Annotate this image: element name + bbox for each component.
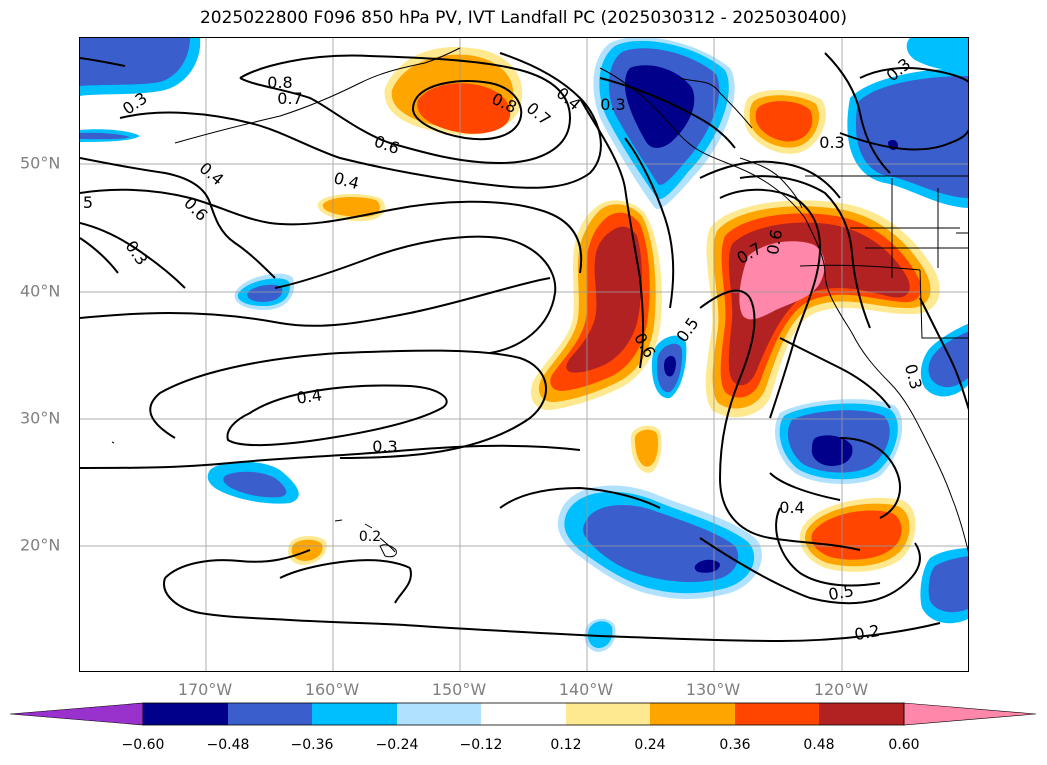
colorbar-tick-label: 0.24 [634, 737, 666, 753]
lon-tick-label: 120°W [813, 680, 869, 699]
colorbar-extend-low [10, 702, 144, 726]
colorbar-tick-label: 0.12 [550, 737, 582, 753]
positive-anomaly-region [811, 510, 902, 560]
contour-label: 0.2 [853, 621, 881, 644]
colorbar [10, 702, 1037, 726]
lat-tick-label: 50°N [20, 153, 61, 173]
graticule [80, 38, 968, 671]
contour-label: 0.4 [295, 385, 323, 407]
colorbar-tick-label: −0.48 [206, 737, 250, 753]
lat-tick-label: 20°N [20, 535, 61, 555]
lat-tick-label: 40°N [20, 281, 61, 301]
negative-anomaly-region [587, 621, 613, 648]
negative-anomaly-region [247, 284, 283, 302]
negative-anomaly-region [80, 38, 190, 86]
lon-tick-label: 150°W [431, 680, 487, 699]
positive-shading [288, 47, 940, 572]
colorbar-outline [142, 702, 905, 726]
map-title: 2025022800 F096 850 hPa PV, IVT Landfall… [199, 8, 847, 28]
lon-tick-label: 160°W [304, 680, 360, 699]
colorbar-segment [650, 703, 735, 725]
negative-shading [80, 38, 968, 652]
pv-contours [80, 52, 968, 643]
colorbar-segment [481, 703, 566, 725]
negative-anomaly-region [625, 65, 695, 148]
colorbar-segment [397, 703, 481, 725]
lon-tick-label: 140°W [558, 680, 614, 699]
colorbar-extend-high [903, 702, 1037, 726]
lon-tick-label: 170°W [177, 680, 233, 699]
negative-anomaly-region [928, 331, 968, 387]
contour-label: 0.4 [196, 158, 228, 189]
colorbar-tick-label: 0.48 [803, 737, 835, 753]
negative-anomaly-region [855, 76, 968, 198]
colorbar-tick-label: 0.36 [719, 737, 751, 753]
contour-label: 0.8 [267, 73, 292, 92]
positive-anomaly-region [634, 429, 659, 467]
contour-label: 0.2 [359, 529, 381, 545]
contour-label: 0.5 [827, 581, 855, 604]
positive-anomaly-region [739, 241, 825, 320]
negative-anomaly-region [664, 355, 676, 377]
positive-anomaly-region [322, 196, 380, 217]
contour-label: 0.6 [763, 228, 786, 256]
colorbar-segment [143, 703, 228, 725]
positive-anomaly-region [566, 226, 642, 373]
positive-anomaly-region [755, 101, 813, 142]
colorbar-segment [228, 703, 312, 725]
contour-label: 0.3 [372, 437, 397, 456]
colorbar-tick-label: −0.60 [121, 737, 165, 753]
colorbar-segment [312, 703, 397, 725]
negative-anomaly-region [80, 132, 130, 140]
negative-anomaly-region [906, 38, 968, 70]
positive-anomaly-region [417, 83, 511, 134]
negative-anomaly-region [223, 471, 287, 498]
contour-label: 0.3 [600, 95, 625, 114]
contour-label: 5 [83, 193, 93, 212]
lat-tick-label: 30°N [20, 408, 61, 428]
contour-label: 0.7 [277, 89, 302, 108]
contour-label: 0.3 [819, 133, 844, 152]
colorbar-segment [566, 703, 650, 725]
contour-label: 0.4 [332, 168, 362, 193]
map-panel: 0.8 0.7 0.3 0.8 0.7 0.4 0.3 0.3 0.3 0.6 … [79, 37, 969, 672]
colorbar-tick-label: −0.36 [290, 737, 334, 753]
contour-label: 0.6 [372, 132, 402, 159]
negative-anomaly-region [928, 556, 968, 613]
colorbar-tick-label: −0.24 [375, 737, 419, 753]
colorbar-segment [735, 703, 819, 725]
colorbar-tick-label: 0.60 [888, 737, 920, 753]
colorbar-segment [819, 703, 904, 725]
lon-tick-label: 130°W [685, 680, 741, 699]
contour-label: 0.4 [779, 498, 804, 517]
contour-label: 0.7 [523, 98, 555, 129]
map-canvas: 0.8 0.7 0.3 0.8 0.7 0.4 0.3 0.3 0.3 0.6 … [80, 38, 968, 671]
colorbar-tick-label: −0.12 [459, 737, 503, 753]
